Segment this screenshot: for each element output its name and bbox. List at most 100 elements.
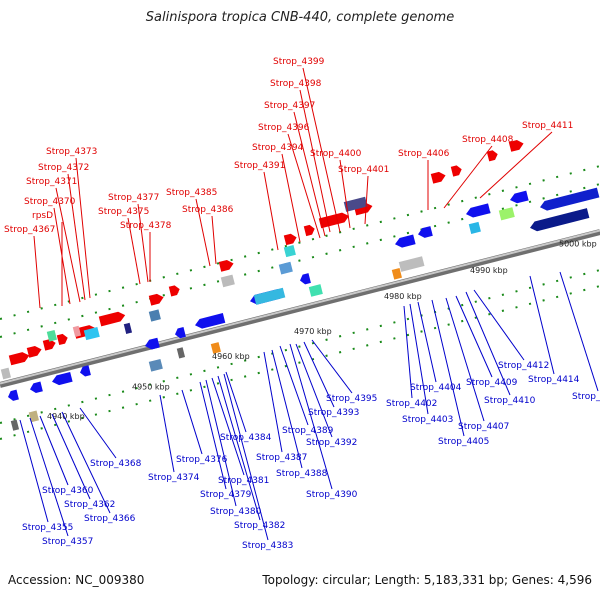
gene-shape [8,389,19,401]
forward-gene-label: Strop_4397 [264,101,315,111]
gene-shape [168,285,180,297]
gene-shape [148,293,164,306]
gene-shape [540,187,600,211]
gene-15 [450,165,462,177]
forward-gene-label: Strop_4400 [310,149,362,159]
gene-shape [278,261,293,275]
forward-gene-label: Strop_4391 [234,161,285,171]
forward-gene-label: Strop_4411 [522,121,573,131]
reverse-gene-label: Strop_4390 [306,490,358,500]
gene-9 [218,259,234,272]
gene-shape [318,212,350,229]
reverse-gene-label: Strop_4410 [484,396,536,406]
reverse-gene-label: Strop_4393 [308,408,359,418]
gene-shape [510,190,529,204]
forward-gene-label: Strop_4401 [338,165,389,175]
gene-shape [343,196,368,212]
forward-leader-line [293,111,326,237]
gene-shape [176,347,186,359]
reverse-leader-line [465,291,511,396]
gene-20 [52,371,73,386]
gene-shape [46,329,57,342]
reverse-leader-line [223,373,269,541]
forward-gene-label: Strop_4394 [252,143,304,153]
gene-17 [508,140,524,152]
gene-31 [540,187,600,211]
forward-leader-line [75,157,91,299]
reverse-gene-label: Strop_4380 [210,507,262,517]
gene-49 [28,410,39,423]
gene-8 [168,285,180,297]
reverse-leader-line [271,349,303,469]
reverse-gene-label: Strop_4387 [256,453,307,463]
gene-7 [148,293,164,306]
scale-tick-label: 5000 kbp [559,239,597,248]
gene-29 [466,203,491,218]
reverse-leader-line [455,295,493,378]
reverse-gene-label: Strop_4389 [282,426,334,436]
scale-tick-label: 4980 kbp [384,292,422,301]
forward-gene-label: Strop_4370 [24,197,76,207]
forward-dotted-track [0,183,600,338]
gene-shape [283,233,297,246]
gene-shape [450,165,462,177]
gene-39 [398,256,425,272]
gene-shape [218,259,234,272]
scale-tick-label: 4950 kbp [132,382,170,391]
gene-shape [530,208,590,232]
gene-shape [42,339,56,351]
gene-1 [8,352,30,366]
reverse-gene-label: Strop_4379 [200,490,252,500]
forward-leader-line [33,235,41,309]
gene-19 [30,381,43,394]
gene-shape [395,234,416,248]
gene-shape [498,207,515,221]
gene-46 [210,342,221,354]
accession-text: Accession: NC_009380 [8,573,145,587]
gene-shape [283,245,296,258]
gene-shape [148,358,163,372]
forward-leader-line [443,145,493,209]
gene-shape [83,327,100,341]
gene-42 [343,196,368,212]
gene-44 [468,221,481,234]
reverse-leader-line [61,411,111,514]
gene-shape [430,171,446,184]
reverse-gene-label: Strop_4362 [64,500,115,510]
gene-43 [283,245,296,258]
reverse-gene-label: Strop_4368 [90,459,142,469]
reverse-leader-line [403,305,413,399]
gene-shape [391,267,402,280]
reverse-leader-line [39,415,69,486]
reverse-gene-label: Strop_4402 [386,399,437,409]
gene-33 [278,261,293,275]
gene-shape [8,352,30,366]
forward-leader-line [339,159,351,229]
forward-leader-line [53,207,71,305]
scale-tick-label: 4960 kbp [212,352,250,361]
reverse-leader-line [431,299,465,437]
gene-34 [253,287,286,305]
gene-shape [98,311,126,327]
reverse-leader-line [263,351,283,453]
reverse-gene-label: Strop_4382 [234,521,285,531]
gene-12 [318,212,350,229]
gene-24 [195,313,226,329]
gene-shape [123,322,133,334]
gene-14 [430,171,446,184]
forward-leader-line [287,133,321,239]
reverse-leader-line [289,343,333,490]
reverse-gene-label: Strop_4407 [458,422,509,432]
gene-41 [498,207,515,221]
gene-shape [398,256,425,272]
gene-38 [83,327,100,341]
forward-gene-label: Strop_4377 [108,193,159,203]
gene-21 [80,365,91,377]
forward-gene-label: Strop_4372 [38,163,89,173]
gene-shape [303,224,315,237]
forward-leader-line [127,217,141,285]
gene-35 [308,284,323,297]
genome-stats-text: Topology: circular; Length: 5,183,331 bp… [262,573,592,587]
scale-tick-label: 4940 kbp [47,412,85,421]
